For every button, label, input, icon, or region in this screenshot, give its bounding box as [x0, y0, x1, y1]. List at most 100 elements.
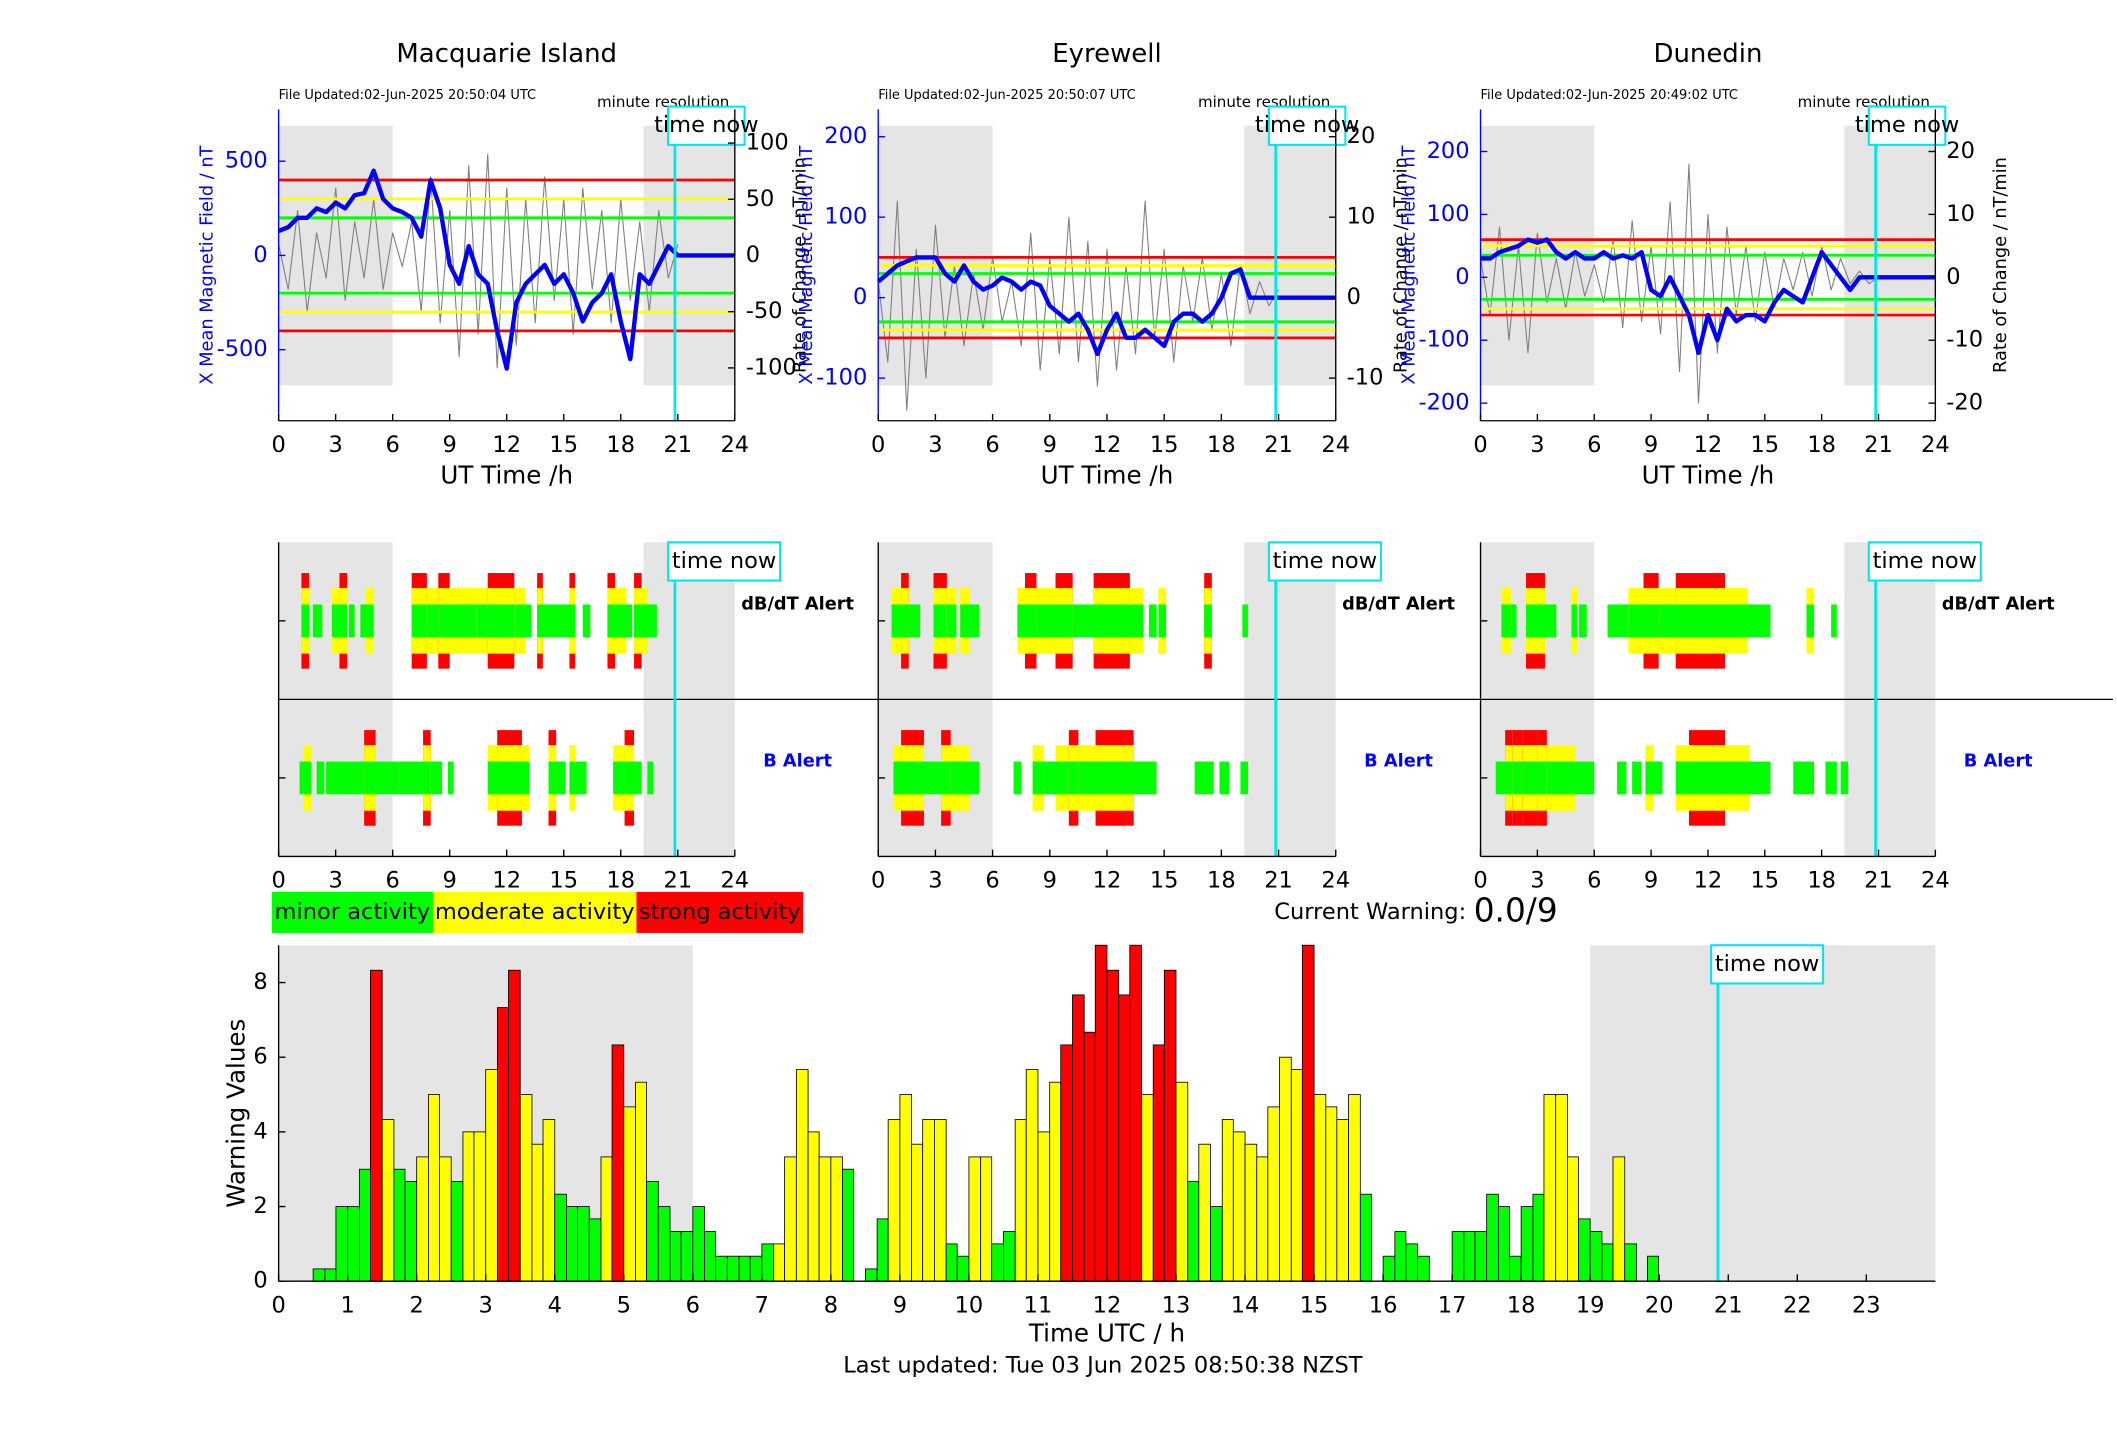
x-tick-label: 18 — [1807, 432, 1836, 458]
alert-bar — [1055, 761, 1069, 795]
warning-bar — [1359, 1193, 1372, 1282]
warning-bar — [1118, 994, 1131, 1282]
warning-bar — [784, 1156, 797, 1282]
warning-bar — [1543, 1094, 1557, 1282]
x-tick-label: 13 — [1162, 1292, 1191, 1318]
x-tick-label: 8 — [824, 1292, 838, 1318]
warning-bar — [956, 1255, 970, 1282]
current-warning-label: Current Warning: — [1274, 899, 1466, 925]
time-now-box — [667, 541, 782, 582]
alert-bar — [969, 604, 980, 638]
alert-bar — [1643, 604, 1659, 638]
warning-bar — [554, 1193, 567, 1282]
warning-bar — [519, 1094, 533, 1282]
alert-bar — [430, 761, 443, 795]
warning-bar — [370, 969, 383, 1282]
warning-bar — [1451, 1231, 1465, 1282]
alert-bar — [1032, 761, 1045, 795]
warning-bar — [1336, 1119, 1350, 1282]
y-tick-label: 8 — [253, 969, 267, 995]
alert-bar — [1675, 761, 1689, 795]
y2-tick-label: -10 — [1946, 327, 1983, 353]
warning-bar — [646, 1181, 659, 1282]
warning-bar — [439, 1156, 452, 1282]
x-tick-label: 21 — [1264, 868, 1293, 894]
x-tick-label: 3 — [928, 432, 942, 458]
warning-bar — [497, 1007, 509, 1282]
warning-bar — [1394, 1231, 1407, 1282]
warning-bar — [473, 1131, 487, 1282]
alert-bar — [375, 761, 399, 795]
warning-bar — [773, 1243, 786, 1282]
warning-bar — [692, 1206, 705, 1282]
current-warning-value: 0.0/9 — [1474, 891, 1558, 929]
legend-swatch — [271, 891, 433, 933]
warning-bar — [1647, 1255, 1659, 1282]
alert-bar — [1632, 761, 1642, 795]
warning-bar — [749, 1255, 763, 1282]
alert-bar — [1537, 761, 1547, 795]
x-tick-label: 6 — [985, 868, 999, 894]
night-shading — [1244, 125, 1336, 386]
warning-bar — [968, 1156, 982, 1282]
y-tick-label: -100 — [816, 365, 867, 391]
warning-bar — [462, 1131, 475, 1282]
alert-bar — [1724, 761, 1750, 795]
warning-bar — [1232, 1131, 1246, 1282]
x-tick-label: 6 — [686, 1292, 700, 1318]
y2-tick-label: -50 — [746, 298, 783, 324]
x-tick-label: 12 — [1694, 868, 1723, 894]
y-tick-label: 6 — [253, 1044, 267, 1070]
x-tick-label: 9 — [893, 1292, 907, 1318]
alert-bar — [891, 604, 902, 638]
alert-bar — [556, 761, 566, 795]
warning-bar — [761, 1243, 774, 1282]
warning-bar — [1417, 1255, 1430, 1282]
alert-bar — [575, 761, 587, 795]
time-now-box — [1267, 105, 1347, 146]
alert-bar — [1133, 761, 1157, 795]
y2-tick-label: 0 — [746, 242, 760, 268]
x-tick-label: 17 — [1438, 1292, 1467, 1318]
x-tick-label: 12 — [492, 432, 521, 458]
legend-label: strong activity — [639, 899, 801, 925]
warning-bar — [347, 1206, 360, 1282]
file-updated: File Updated:02-Jun-2025 20:50:04 UTC — [279, 88, 536, 103]
alert-bar — [326, 761, 344, 795]
alert-bar — [1093, 604, 1130, 638]
alert-bar — [1495, 761, 1506, 795]
x-axis-label: Time UTC / h — [1028, 1318, 1185, 1347]
alert-bar — [542, 604, 570, 638]
y-tick-label: 500 — [225, 148, 268, 174]
warning-bar — [1589, 1231, 1603, 1282]
y2-tick-label: 20 — [1946, 138, 1975, 164]
alert-bar — [1055, 604, 1073, 638]
alert-bar — [1575, 761, 1595, 795]
x-tick-label: 6 — [1587, 868, 1601, 894]
warning-bar — [358, 1168, 371, 1282]
x-tick-label: 12 — [1694, 432, 1723, 458]
alert-bar — [893, 761, 902, 795]
warning-bar — [1106, 969, 1120, 1282]
y-axis-label: X Mean Magnetic Field / nT — [797, 145, 817, 384]
alert-bar — [901, 604, 909, 638]
y-axis-label: Warning Values — [222, 1019, 251, 1208]
x-tick-label: 6 — [386, 432, 400, 458]
x-tick-label: 9 — [1644, 432, 1658, 458]
alert-bar — [1512, 761, 1523, 795]
x-tick-label: 3 — [928, 868, 942, 894]
warning-bar — [1083, 1031, 1096, 1282]
alert-bar — [312, 604, 323, 638]
x-tick-label: 9 — [1644, 868, 1658, 894]
warning-bar — [1382, 1255, 1396, 1282]
alert-bar — [1607, 604, 1629, 638]
warning-bar — [611, 1044, 625, 1282]
time-now-box — [667, 105, 746, 146]
y2-axis-label: Rate of Change / nT/min — [790, 157, 810, 373]
x-tick-label: 18 — [606, 432, 635, 458]
alert-bar — [634, 761, 642, 795]
warning-bar — [1210, 1206, 1223, 1282]
alert-bar — [299, 761, 304, 795]
alert-bar — [1652, 761, 1663, 795]
warning-bar — [542, 1119, 556, 1282]
